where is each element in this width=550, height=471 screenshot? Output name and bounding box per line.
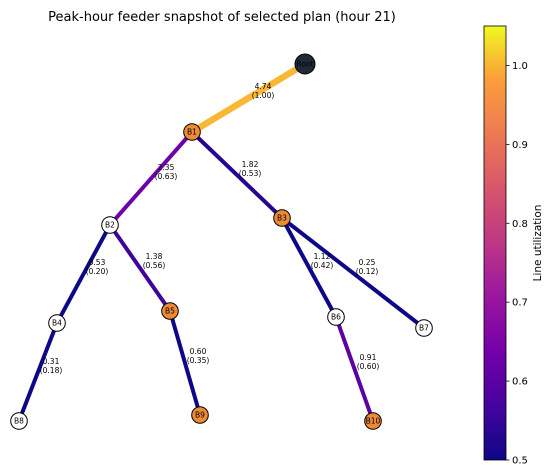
edge-root-b1 bbox=[190, 61, 307, 135]
node-label: B8 bbox=[14, 417, 24, 426]
node-label: B10 bbox=[366, 417, 381, 426]
edge-flow-label: 1.12 bbox=[314, 252, 331, 261]
node-label: B3 bbox=[277, 214, 287, 223]
node-label: B7 bbox=[419, 324, 429, 333]
node-label: B5 bbox=[165, 307, 175, 316]
node-circle bbox=[101, 216, 119, 234]
edge-b2-b4 bbox=[55, 224, 112, 324]
colorbar-label: Line utilization bbox=[532, 205, 544, 282]
edge-b6-b10 bbox=[334, 316, 375, 422]
edge-flow-label: 0.60 bbox=[190, 347, 207, 356]
colorbar-tick-label: 0.9 bbox=[512, 140, 528, 151]
colorbar-tick-label: 0.7 bbox=[512, 298, 528, 309]
edge-utilization-label: (0.12) bbox=[356, 267, 379, 276]
node-label: B1 bbox=[187, 128, 197, 137]
node-circle bbox=[191, 406, 209, 424]
node-circle bbox=[273, 209, 291, 227]
edge-flow-label: 1.82 bbox=[242, 160, 259, 169]
node-b8: B8 bbox=[10, 412, 28, 430]
colorbar-gradient bbox=[483, 25, 507, 461]
node-label: B9 bbox=[195, 411, 205, 420]
node-circle bbox=[183, 123, 201, 141]
edge-b2-b5 bbox=[108, 223, 172, 313]
edge-utilization-label: (0.18) bbox=[40, 366, 63, 375]
edge-labels-layer: 4.74(1.00) 2.35(0.63) 1.82(0.53) 0.53(0.20)… bbox=[40, 82, 380, 375]
edge-flow-label: 2.35 bbox=[158, 163, 175, 172]
node-b4: B4 bbox=[48, 314, 66, 332]
edge-flow-label: 4.74 bbox=[255, 82, 272, 91]
node-b1: B1 bbox=[183, 123, 201, 141]
edge-b3-b7 bbox=[280, 216, 426, 330]
node-b5: B5 bbox=[161, 302, 179, 320]
edge-utilization-label: (0.60) bbox=[357, 362, 380, 371]
node-label: Root bbox=[297, 60, 314, 69]
node-circle bbox=[10, 412, 28, 430]
node-b9: B9 bbox=[191, 406, 209, 424]
edge-utilization-label: (1.00) bbox=[252, 91, 275, 100]
node-b7: B7 bbox=[415, 319, 433, 337]
nodes-layer: Root B1 B2 B3 B4 B5 B6 B7 B8 B9 B10 bbox=[10, 53, 433, 430]
edge-flow-label: 0.91 bbox=[360, 353, 377, 362]
colorbar-tick-label: 0.8 bbox=[512, 219, 528, 230]
node-circle bbox=[415, 319, 433, 337]
node-label: B4 bbox=[52, 319, 62, 328]
node-circle bbox=[294, 53, 316, 75]
edge-utilization-label: (0.53) bbox=[239, 169, 262, 178]
node-b6: B6 bbox=[327, 308, 345, 326]
colorbar-ticks: 0.5 0.6 0.7 0.8 0.9 1.0 bbox=[506, 61, 528, 467]
node-circle bbox=[161, 302, 179, 320]
edge-utilization-label: (0.63) bbox=[155, 172, 178, 181]
colorbar-tick-label: 0.5 bbox=[512, 456, 528, 467]
chart-title: Peak-hour feeder snapshot of selected pl… bbox=[48, 10, 396, 25]
node-b3: B3 bbox=[273, 209, 291, 227]
edge-utilization-label: (0.56) bbox=[143, 261, 166, 270]
edge-flow-label: 0.25 bbox=[359, 258, 376, 267]
node-label: B6 bbox=[331, 313, 341, 322]
node-circle bbox=[48, 314, 66, 332]
edge-utilization-label: (0.20) bbox=[86, 267, 109, 276]
colorbar-tick-label: 1.0 bbox=[512, 61, 528, 72]
edge-flow-label: 0.53 bbox=[89, 258, 106, 267]
edge-utilization-label: (0.42) bbox=[311, 261, 334, 270]
edge-b5-b9 bbox=[168, 310, 202, 416]
node-circle bbox=[327, 308, 345, 326]
node-b2: B2 bbox=[101, 216, 119, 234]
node-root: Root bbox=[294, 53, 316, 75]
edge-b3-b6 bbox=[280, 217, 338, 318]
node-circle bbox=[364, 412, 382, 430]
edge-b4-b8 bbox=[17, 322, 59, 422]
edge-flow-label: 1.38 bbox=[146, 252, 163, 261]
edges-layer bbox=[17, 61, 426, 422]
colorbar: 0.5 0.6 0.7 0.8 0.9 1.0 Line utilization bbox=[483, 25, 544, 467]
edge-b1-b3 bbox=[190, 130, 284, 220]
node-label: B2 bbox=[105, 221, 115, 230]
node-b10: B10 bbox=[364, 412, 382, 430]
colorbar-tick-label: 0.6 bbox=[512, 377, 528, 388]
edge-utilization-label: (0.35) bbox=[187, 356, 210, 365]
edge-b1-b2 bbox=[108, 130, 194, 227]
edge-flow-label: 0.31 bbox=[43, 357, 60, 366]
